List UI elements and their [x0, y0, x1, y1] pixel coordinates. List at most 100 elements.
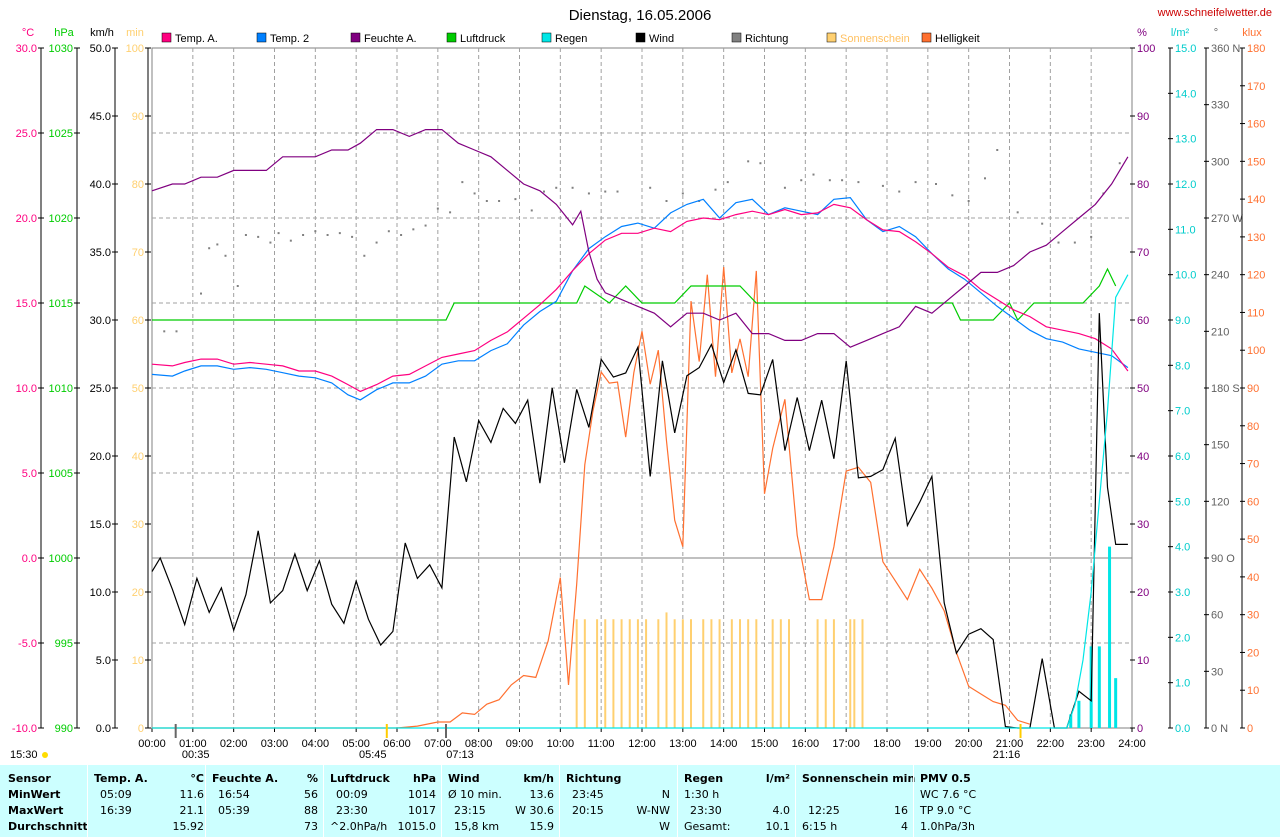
direction-tick-label: 60 — [1211, 610, 1223, 622]
feuchte-a-line — [151, 129, 1129, 348]
sun-tick-label: 20 — [132, 587, 144, 599]
humidity-header: Feuchte A. — [212, 772, 279, 785]
direction-val3: W — [659, 820, 670, 833]
x-tick-label: 18:00 — [873, 738, 901, 750]
rain-tick-label: 1.0 — [1175, 678, 1190, 690]
pressure-min-val: 1014 — [408, 788, 436, 801]
richtung-dot — [800, 179, 803, 182]
light-tick-label: 30 — [1247, 610, 1259, 622]
pmv-header: PMV 0.5 — [920, 772, 971, 785]
light-tick-label: 20 — [1247, 647, 1259, 659]
richtung-dot — [996, 149, 999, 151]
richtung-dot — [984, 177, 986, 180]
richtung-dot — [857, 181, 860, 184]
temp-a-line — [151, 203, 1129, 393]
light-tick-label: 130 — [1247, 232, 1265, 244]
richtung-dot — [967, 200, 970, 202]
direction-val2: W-NW — [636, 804, 670, 817]
richtung-dot — [759, 162, 762, 165]
direction-tick-label: 360 N — [1211, 43, 1240, 55]
light-tick-label: 170 — [1247, 81, 1265, 93]
light-tick-label: 140 — [1247, 194, 1265, 206]
wind-tick-label: 40.0 — [90, 179, 111, 191]
wind-tick-label: 10.0 — [90, 587, 111, 599]
legend-swatch — [731, 32, 742, 43]
rain-total-label: Gesamt: — [684, 820, 731, 833]
rain-tick-label: 4.0 — [1175, 542, 1190, 554]
wind-tick-label: 50.0 — [90, 43, 111, 55]
x-tick-label: 02:00 — [220, 738, 248, 750]
richtung-dot — [436, 207, 439, 210]
regen-line — [152, 274, 1129, 729]
sun-avg-val: 4 — [901, 820, 908, 833]
humidity-tick-label: 10 — [1137, 655, 1149, 667]
legend-label: Temp. A. — [175, 33, 218, 45]
legend-swatch — [256, 32, 267, 43]
richtung-dot — [935, 183, 937, 185]
left-time-label: 15:30 — [10, 749, 38, 761]
legend-swatch — [350, 32, 361, 43]
richtung-dot — [269, 241, 272, 244]
light-tick-label: 90 — [1247, 383, 1259, 395]
pressure-unit: hPa — [412, 772, 436, 785]
sun-max-time: 12:25 — [808, 804, 840, 817]
richtung-dot — [277, 232, 280, 235]
x-tick-label: 07:00 — [424, 738, 452, 750]
richtung-dot — [351, 235, 354, 238]
legend-label: Helligkeit — [935, 33, 980, 45]
direction-tick-label: 180 S — [1211, 383, 1240, 395]
wind-tick-label: 25.0 — [90, 383, 111, 395]
legend-swatch — [635, 32, 646, 43]
x-tick-label: 20:00 — [955, 738, 983, 750]
richtung-dot — [400, 234, 403, 236]
x-tick-label: 04:00 — [302, 738, 330, 750]
temp-tick-label: 0.0 — [22, 553, 37, 565]
maxwert-label: MaxWert — [8, 804, 64, 817]
pressure-min-time: 00:09 — [336, 788, 368, 801]
direction-header: Richtung — [566, 772, 622, 785]
richtung-dot — [338, 232, 341, 235]
wind-tick-label: 35.0 — [90, 247, 111, 259]
legend-label: Richtung — [745, 33, 788, 45]
light-axis-unit: klux — [1242, 27, 1262, 39]
light-tick-label: 60 — [1247, 496, 1259, 508]
richtung-dot — [485, 200, 488, 202]
wind-tick-label: 20.0 — [90, 451, 111, 463]
richtung-dot — [898, 190, 901, 193]
website-label[interactable]: www.schneifelwetter.de — [1157, 7, 1272, 19]
temp-tick-label: 5.0 — [22, 468, 37, 480]
rain-tick-label: 5.0 — [1175, 496, 1190, 508]
richtung-dot — [881, 184, 884, 187]
temp-min-time: 05:09 — [100, 788, 132, 801]
wind-avg-val: 15.9 — [529, 820, 555, 833]
richtung-dot — [1016, 211, 1019, 214]
light-tick-label: 150 — [1247, 156, 1265, 168]
sun-tick-label: 10 — [132, 655, 144, 667]
pressure-tick-label: 1010 — [49, 383, 73, 395]
temp-tick-label: 10.0 — [16, 383, 37, 395]
sunrise-label: 05:45 — [359, 749, 387, 761]
rain-tick-label: 3.0 — [1175, 587, 1190, 599]
richtung-dot — [224, 254, 227, 257]
wind-tick-label: 5.0 — [96, 655, 111, 667]
legend-label: Sonnenschein — [840, 33, 910, 45]
rain-header: Regen — [684, 772, 724, 785]
richtung-dot — [783, 186, 786, 189]
sun-tick-label: 30 — [132, 519, 144, 531]
humidity-max-val: 88 — [304, 804, 318, 817]
richtung-dot — [387, 230, 390, 233]
richtung-dot — [244, 234, 247, 236]
richtung-dot — [726, 181, 729, 184]
richtung-dot — [461, 181, 464, 184]
pressure-trend: ^2.0hPa/h — [330, 820, 388, 833]
richtung-dot — [314, 230, 317, 233]
direction-tick-label: 90 O — [1211, 553, 1235, 565]
temp-2-line — [151, 196, 1129, 401]
x-tick-label: 09:00 — [506, 738, 534, 750]
temp-max-time: 16:39 — [100, 804, 132, 817]
sun-total: 6:15 h — [802, 820, 838, 833]
pressure-max-time: 23:30 — [336, 804, 368, 817]
light-tick-label: 100 — [1247, 345, 1265, 357]
direction-tick-label: 330 — [1211, 100, 1229, 112]
x-tick-label: 06:00 — [383, 738, 411, 750]
